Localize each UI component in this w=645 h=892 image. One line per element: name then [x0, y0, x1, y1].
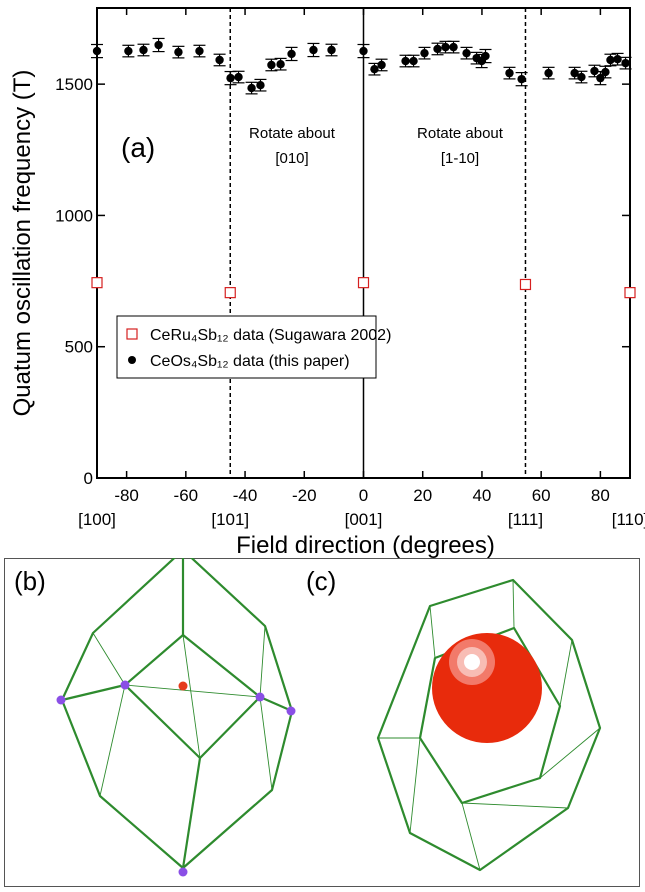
- data-point: [195, 46, 204, 56]
- panel-label: (a): [121, 132, 155, 163]
- data-point: [226, 73, 235, 83]
- annotation: [1-10]: [441, 150, 479, 167]
- data-point: [287, 49, 296, 59]
- x-axis-label: Field direction (degrees): [236, 532, 495, 558]
- x-tick-label: 80: [591, 486, 610, 505]
- data-point: [621, 58, 630, 68]
- x-tick-label: 60: [532, 486, 551, 505]
- annotation: Rotate about: [249, 125, 336, 142]
- y-tick-label: 0: [84, 469, 93, 488]
- annotation: [010]: [275, 150, 308, 167]
- data-point: [92, 46, 102, 56]
- y-tick-label: 500: [65, 338, 93, 357]
- data-point: [267, 60, 276, 70]
- x-tick-label: -60: [174, 486, 199, 505]
- legend-marker: [128, 356, 136, 364]
- data-point: [606, 55, 615, 65]
- data-point: [409, 56, 418, 66]
- data-point: [327, 45, 336, 55]
- data-point: [139, 45, 148, 55]
- direction-label: [100]: [78, 510, 116, 529]
- data-point: [370, 64, 379, 74]
- data-point: [91, 277, 103, 289]
- data-point: [215, 55, 224, 65]
- x-tick-label: -40: [233, 486, 258, 505]
- x-tick-label: -80: [114, 486, 139, 505]
- direction-label: [110]: [612, 510, 645, 529]
- data-point: [401, 56, 410, 66]
- data-point: [357, 277, 370, 289]
- data-point: [224, 287, 236, 299]
- legend: [116, 315, 377, 379]
- data-point: [449, 42, 458, 52]
- data-point: [517, 74, 526, 84]
- data-point: [544, 68, 553, 78]
- x-tick-label: 0: [359, 486, 368, 505]
- data-point: [441, 42, 450, 52]
- data-point: [624, 287, 636, 299]
- data-point: [276, 59, 285, 69]
- y-tick-label: 1500: [55, 75, 93, 94]
- y-axis-label: Quatum oscillation frequency (T): [9, 70, 36, 417]
- direction-label: [111]: [508, 510, 543, 529]
- x-tick-label: -20: [292, 486, 317, 505]
- data-point: [505, 68, 514, 78]
- data-point: [420, 48, 429, 58]
- direction-label: [101]: [211, 510, 249, 529]
- panel-frame: [4, 558, 640, 887]
- y-tick-label: 1000: [55, 206, 93, 225]
- data-point: [601, 67, 610, 77]
- data-point: [359, 46, 368, 56]
- data-point: [613, 55, 622, 64]
- x-tick-label: 20: [413, 486, 432, 505]
- data-point: [377, 60, 386, 70]
- data-point: [154, 40, 163, 50]
- x-tick-label: 40: [472, 486, 491, 505]
- panel-label: (c): [306, 566, 336, 596]
- direction-label: [001]: [345, 510, 383, 529]
- truncated-octahedron: [376, 578, 602, 872]
- rhombic-dodecahedron: [56, 558, 296, 877]
- legend-label: CeOs₄Sb₁₂ data (this paper): [150, 353, 350, 370]
- data-point: [124, 46, 133, 56]
- panel-label: (b): [14, 566, 46, 596]
- data-point: [234, 72, 243, 82]
- data-point: [519, 278, 532, 291]
- data-point: [174, 47, 183, 57]
- data-point: [577, 72, 586, 82]
- legend-marker: [126, 328, 138, 340]
- data-point: [481, 51, 490, 61]
- data-point: [433, 44, 442, 54]
- data-point: [309, 45, 318, 55]
- data-point: [247, 83, 256, 93]
- diagrams: (b) (c): [4, 558, 640, 887]
- data-point: [256, 80, 265, 90]
- annotation: Rotate about: [417, 125, 504, 142]
- data-point: [462, 48, 471, 58]
- legend-label: CeRu₄Sb₁₂ data (Sugawara 2002): [150, 327, 391, 344]
- chart: -80 -60 -40 -20 0 20 40 60 80 [100] [101] [001] [111…: [9, 7, 645, 558]
